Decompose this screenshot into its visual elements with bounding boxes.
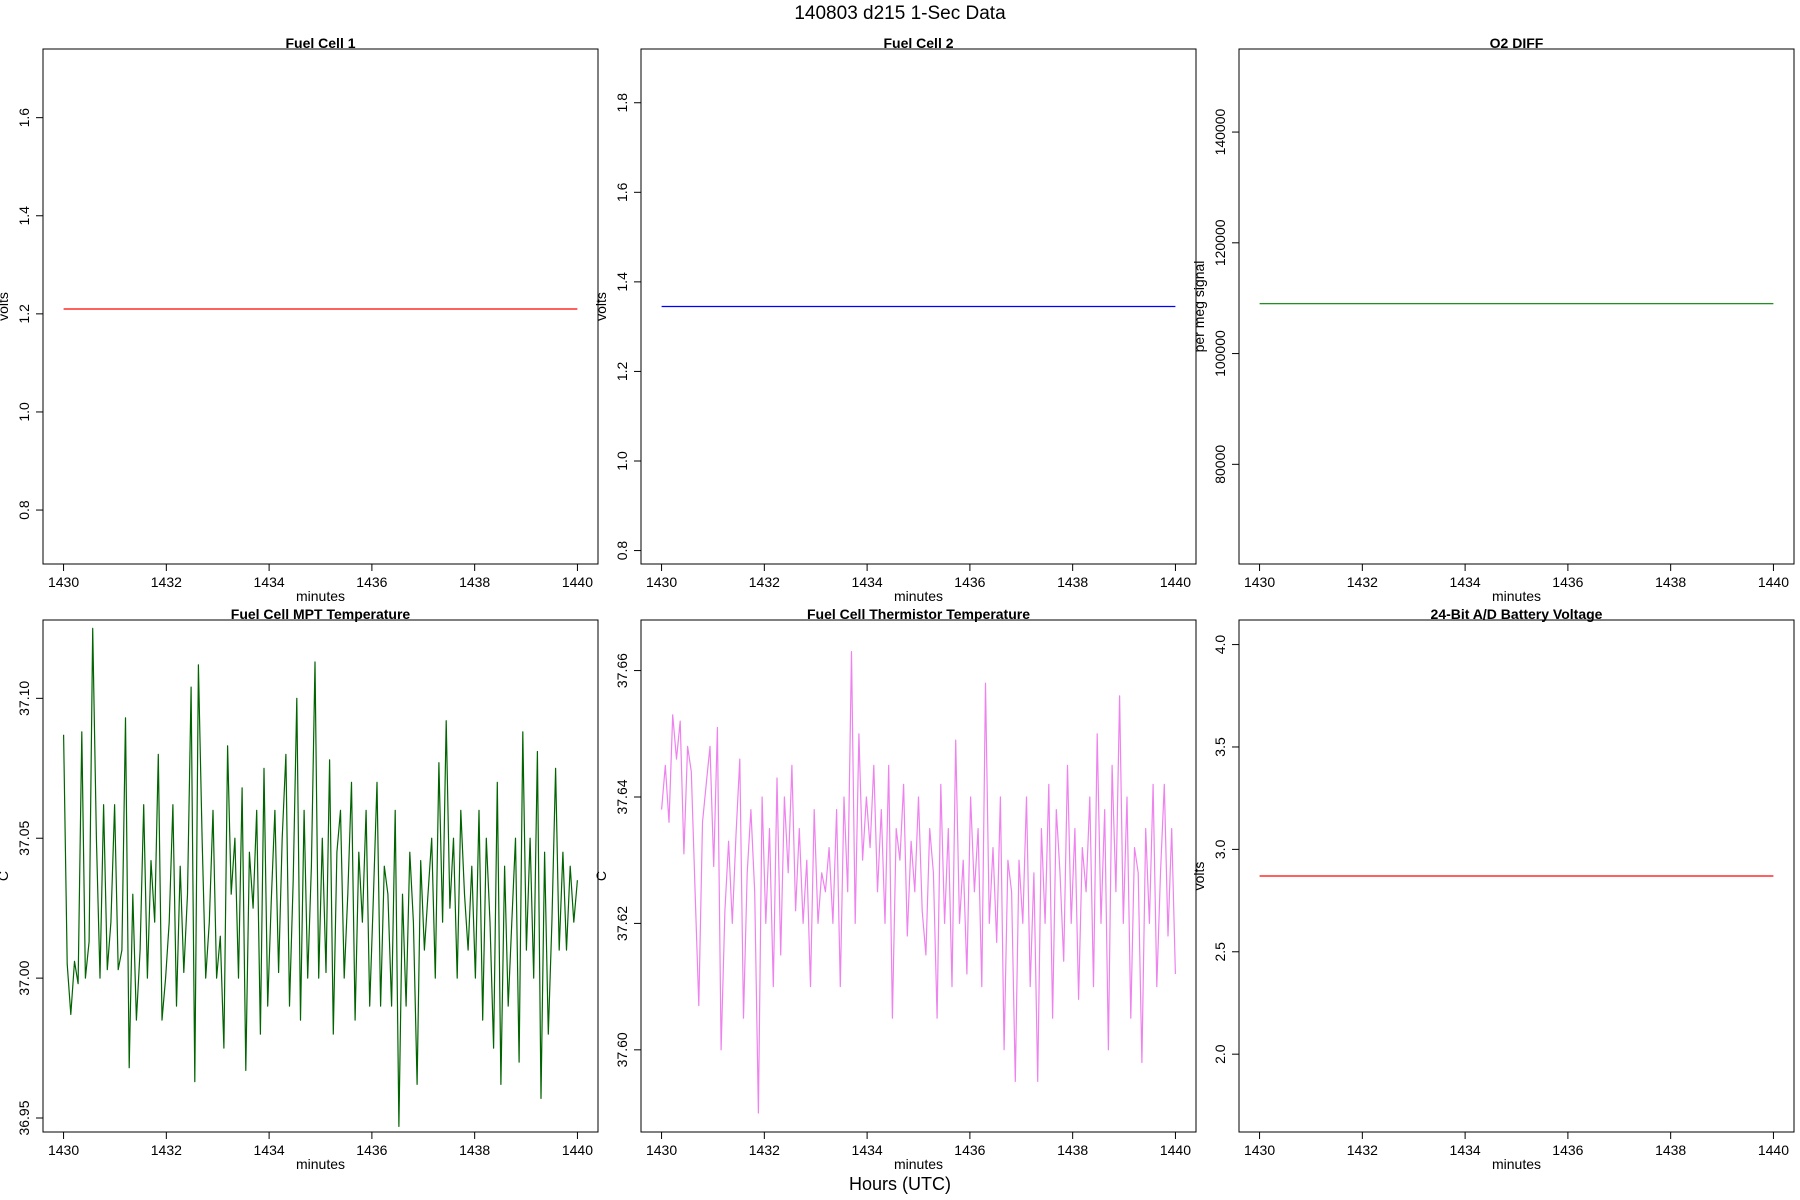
y-tick-label: 1.4: [614, 272, 630, 292]
y-tick-label: 0.8: [16, 500, 32, 520]
x-tick-label: 1432: [1347, 1142, 1378, 1158]
x-tick-label: 1430: [48, 574, 79, 590]
y-axis-label: volts: [0, 292, 11, 321]
chart-panel-6: 24-Bit A/D Battery Voltage minutes volts 14…: [1191, 606, 1795, 1172]
y-tick-label: 1.2: [614, 361, 630, 381]
y-tick-label: 37.62: [614, 906, 630, 941]
series-line: [63, 627, 578, 1128]
y-tick-label: 3.0: [1212, 839, 1228, 859]
chart-panel-5: Fuel Cell Thermistor Temperature minutes C…: [593, 606, 1197, 1172]
x-tick-label: 1432: [151, 574, 182, 590]
x-tick-label: 1438: [459, 1142, 490, 1158]
panel-title: Fuel Cell MPT Temperature: [231, 606, 411, 622]
x-tick-label: 1438: [1057, 1142, 1088, 1158]
y-tick-label: 100000: [1212, 330, 1228, 377]
y-tick-label: 4.0: [1212, 635, 1228, 655]
y-axis-label: volts: [593, 292, 609, 321]
chart-panel-1: Fuel Cell 1 minutes volts 1430 1432 1434 1436 1…: [0, 35, 599, 604]
y-axis-label: C: [0, 871, 11, 881]
x-axis-label: minutes: [894, 588, 943, 604]
y-axis-label: per meg signal: [1191, 261, 1207, 353]
chart-panel-4: Fuel Cell MPT Temperature minutes C 1430 143…: [0, 606, 599, 1172]
y-tick-label: 120000: [1212, 219, 1228, 266]
x-tick-label: 1430: [48, 1142, 79, 1158]
y-tick-label: 1.0: [614, 451, 630, 471]
x-tick-label: 1436: [954, 1142, 985, 1158]
y-tick-label: 37.00: [16, 960, 32, 995]
x-tick-label: 1438: [1655, 574, 1686, 590]
x-tick-label: 1434: [254, 574, 285, 590]
series-line: [661, 650, 1176, 1114]
panel-title: 24-Bit A/D Battery Voltage: [1431, 606, 1603, 622]
x-tick-label: 1440: [562, 1142, 593, 1158]
x-tick-label: 1434: [1450, 574, 1481, 590]
x-axis-label: minutes: [296, 588, 345, 604]
x-tick-label: 1430: [646, 574, 677, 590]
y-tick-label: 37.66: [614, 653, 630, 688]
y-tick-label: 1.2: [16, 304, 32, 324]
x-tick-label: 1438: [1655, 1142, 1686, 1158]
y-tick-label: 37.60: [614, 1032, 630, 1067]
panel-title: O2 DIFF: [1490, 35, 1544, 51]
panel-title: Fuel Cell 2: [883, 35, 953, 51]
y-tick-label: 37.10: [16, 681, 32, 716]
x-tick-label: 1434: [254, 1142, 285, 1158]
chart-panels: Fuel Cell 1 minutes volts 1430 1432 1434 1436 1…: [0, 35, 1795, 1172]
y-tick-label: 37.05: [16, 821, 32, 856]
figure-title: 140803 d215 1-Sec Data: [794, 3, 1006, 24]
x-axis-label: minutes: [1492, 1156, 1541, 1172]
chart-panel-3: O2 DIFF minutes per meg signal 1430 1432 1434…: [1191, 35, 1795, 604]
y-axis-label: volts: [1191, 862, 1207, 891]
y-tick-label: 1.8: [614, 93, 630, 113]
y-tick-label: 0.8: [614, 541, 630, 561]
x-tick-label: 1430: [1244, 1142, 1275, 1158]
y-tick-label: 2.5: [1212, 942, 1228, 962]
overall-x-axis-label: Hours (UTC): [849, 1174, 951, 1194]
x-axis-label: minutes: [1492, 588, 1541, 604]
x-tick-label: 1432: [1347, 574, 1378, 590]
x-tick-label: 1440: [1160, 1142, 1191, 1158]
y-tick-label: 1.6: [16, 108, 32, 128]
x-tick-label: 1438: [459, 574, 490, 590]
y-tick-label: 1.0: [16, 402, 32, 422]
panel-title: Fuel Cell 1: [285, 35, 355, 51]
x-tick-label: 1434: [852, 1142, 883, 1158]
x-tick-label: 1440: [562, 574, 593, 590]
x-tick-label: 1432: [151, 1142, 182, 1158]
x-tick-label: 1440: [1758, 574, 1789, 590]
y-tick-label: 1.6: [614, 182, 630, 202]
x-tick-label: 1430: [646, 1142, 677, 1158]
y-tick-label: 2.0: [1212, 1044, 1228, 1064]
x-tick-label: 1432: [749, 574, 780, 590]
y-tick-label: 140000: [1212, 108, 1228, 155]
y-tick-label: 80000: [1212, 445, 1228, 484]
y-tick-label: 36.95: [16, 1100, 32, 1135]
y-tick-label: 37.64: [614, 779, 630, 814]
y-tick-label: 3.5: [1212, 737, 1228, 757]
x-tick-label: 1436: [356, 574, 387, 590]
y-axis-label: C: [593, 871, 609, 881]
x-axis-label: minutes: [894, 1156, 943, 1172]
x-tick-label: 1434: [852, 574, 883, 590]
x-tick-label: 1438: [1057, 574, 1088, 590]
x-tick-label: 1432: [749, 1142, 780, 1158]
x-tick-label: 1436: [356, 1142, 387, 1158]
x-tick-label: 1430: [1244, 574, 1275, 590]
x-tick-label: 1440: [1160, 574, 1191, 590]
x-tick-label: 1436: [954, 574, 985, 590]
x-tick-label: 1436: [1552, 1142, 1583, 1158]
y-tick-label: 1.4: [16, 206, 32, 226]
x-tick-label: 1434: [1450, 1142, 1481, 1158]
chart-panel-2: Fuel Cell 2 minutes volts 1430 1432 1434 1436 1…: [593, 35, 1197, 604]
panel-title: Fuel Cell Thermistor Temperature: [807, 606, 1030, 622]
x-axis-label: minutes: [296, 1156, 345, 1172]
x-tick-label: 1436: [1552, 574, 1583, 590]
x-tick-label: 1440: [1758, 1142, 1789, 1158]
